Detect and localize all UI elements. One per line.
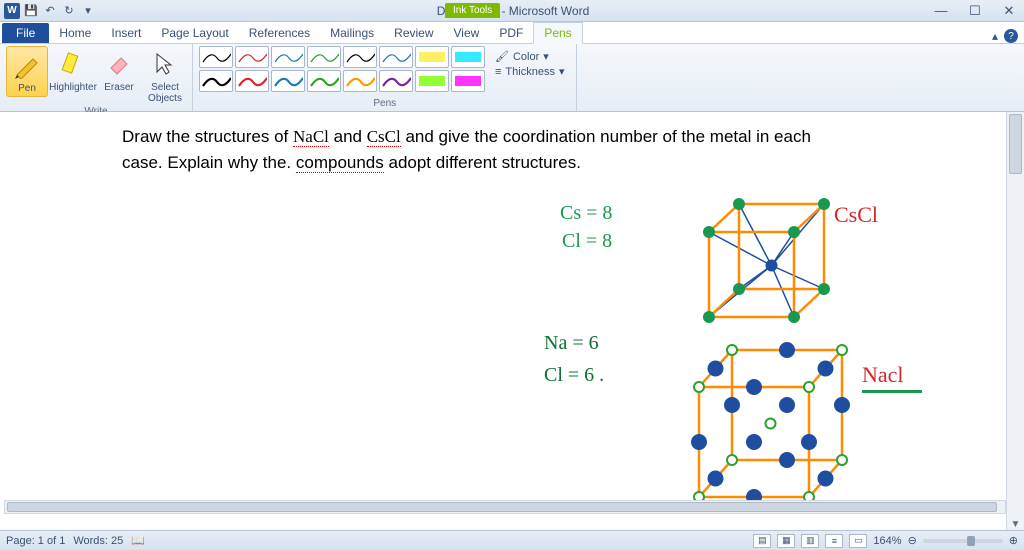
pen-button[interactable]: Pen xyxy=(6,46,48,97)
pen-swatch[interactable] xyxy=(271,70,305,92)
tab-insert[interactable]: Insert xyxy=(101,23,151,43)
hw-na6: Na = 6 xyxy=(544,332,599,355)
pen-swatch[interactable] xyxy=(415,70,449,92)
save-icon[interactable]: 💾 xyxy=(23,3,39,19)
text-compounds: compounds xyxy=(296,153,384,173)
file-tab[interactable]: File xyxy=(2,23,49,43)
tab-page-layout[interactable]: Page Layout xyxy=(151,23,238,43)
window-title: Document2 - Microsoft Word xyxy=(96,4,930,18)
pen-swatch[interactable] xyxy=(307,70,341,92)
tab-home[interactable]: Home xyxy=(49,23,101,43)
hw-cs8: Cs = 8 xyxy=(560,202,612,225)
pen-swatch[interactable] xyxy=(271,46,305,68)
zoom-slider[interactable] xyxy=(923,539,1003,543)
ribbon-group-write: Pen Highlighter Eraser Select Objects Wr… xyxy=(0,44,193,111)
cscl-diagram xyxy=(694,192,844,332)
eraser-icon xyxy=(103,48,135,80)
pen-swatch[interactable] xyxy=(199,46,233,68)
highlighter-icon xyxy=(57,48,89,80)
quick-access-toolbar: W 💾 ↶ ↻ ▾ xyxy=(4,3,96,19)
title-bar: W 💾 ↶ ↻ ▾ Document2 - Microsoft Word Ink… xyxy=(0,0,1024,22)
undo-icon[interactable]: ↶ xyxy=(42,3,58,19)
help-icon[interactable]: ? xyxy=(1004,29,1018,43)
pen-swatch[interactable] xyxy=(451,46,485,68)
pen-swatch[interactable] xyxy=(343,46,377,68)
zoom-thumb[interactable] xyxy=(967,536,975,546)
ribbon-help: ▴ ? xyxy=(992,29,1018,43)
vscroll-thumb[interactable] xyxy=(1009,114,1022,174)
maximize-button[interactable]: ☐ xyxy=(964,3,986,19)
pen-icon xyxy=(11,49,43,81)
zoom-out-button[interactable]: ⊖ xyxy=(908,534,917,547)
ribbon: Pen Highlighter Eraser Select Objects Wr… xyxy=(0,44,1024,112)
hw-nacl-underline xyxy=(862,390,922,393)
pen-swatch-grid xyxy=(199,46,485,92)
view-outline[interactable]: ≡ xyxy=(825,534,843,548)
highlighter-button[interactable]: Highlighter xyxy=(52,46,94,95)
qat-more-icon[interactable]: ▾ xyxy=(80,3,96,19)
window-controls: — ☐ ✕ xyxy=(930,3,1020,19)
ink-tools-contextual-tab: Ink Tools xyxy=(445,3,500,18)
pen-swatch[interactable] xyxy=(415,46,449,68)
pen-swatch[interactable] xyxy=(379,46,413,68)
hw-nacl-label: Nacl xyxy=(862,362,904,388)
pen-swatch[interactable] xyxy=(379,70,413,92)
cursor-icon xyxy=(149,48,181,80)
group-label-pens: Pens xyxy=(199,98,570,111)
document-page[interactable]: Draw the structures of NaCl and CsCl and… xyxy=(4,112,1006,532)
thickness-dropdown[interactable]: ≡Thickness ▾ xyxy=(495,65,564,78)
pen-swatch[interactable] xyxy=(235,46,269,68)
zoom-level[interactable]: 164% xyxy=(873,535,901,547)
minimize-button[interactable]: — xyxy=(930,3,952,19)
tab-review[interactable]: Review xyxy=(384,23,443,43)
redo-icon[interactable]: ↻ xyxy=(61,3,77,19)
hw-cl8: Cl = 8 xyxy=(562,230,612,253)
hscroll-thumb[interactable] xyxy=(7,502,997,512)
pen-swatch[interactable] xyxy=(451,70,485,92)
eraser-button[interactable]: Eraser xyxy=(98,46,140,95)
pen-swatch[interactable] xyxy=(199,70,233,92)
proofing-icon[interactable]: 📖 xyxy=(131,534,145,547)
word-icon: W xyxy=(4,3,20,19)
close-button[interactable]: ✕ xyxy=(998,3,1020,19)
pen-swatch[interactable] xyxy=(343,70,377,92)
minimize-ribbon-icon[interactable]: ▴ xyxy=(992,29,998,43)
hw-cl6: Cl = 6 . xyxy=(544,364,604,387)
horizontal-scrollbar[interactable] xyxy=(4,500,1006,514)
zoom-in-button[interactable]: ⊕ xyxy=(1009,534,1018,547)
tab-pdf[interactable]: PDF xyxy=(489,23,533,43)
paint-icon: 🖌 xyxy=(495,50,509,63)
select-objects-button[interactable]: Select Objects xyxy=(144,46,186,106)
tab-view[interactable]: View xyxy=(444,23,490,43)
status-bar: Page: 1 of 1 Words: 25 📖 ▤ ▦ ▥ ≡ ▭ 164% … xyxy=(0,530,1024,550)
view-full-screen[interactable]: ▦ xyxy=(777,534,795,548)
text-nacl: NaCl xyxy=(293,127,329,147)
status-page[interactable]: Page: 1 of 1 xyxy=(6,535,65,547)
text-cscl: CsCl xyxy=(367,127,401,147)
nacl-diagram xyxy=(684,332,864,522)
lines-icon: ≡ xyxy=(495,66,501,78)
tab-pens[interactable]: Pens xyxy=(533,22,582,44)
pen-swatch[interactable] xyxy=(235,70,269,92)
vertical-scrollbar[interactable]: ▲ ▼ xyxy=(1006,112,1024,532)
pen-options: 🖌Color ▾ ≡Thickness ▾ xyxy=(489,46,570,82)
view-draft[interactable]: ▭ xyxy=(849,534,867,548)
tab-mailings[interactable]: Mailings xyxy=(320,23,384,43)
status-words[interactable]: Words: 25 xyxy=(73,535,123,547)
color-dropdown[interactable]: 🖌Color ▾ xyxy=(495,50,564,63)
pen-swatch[interactable] xyxy=(307,46,341,68)
tab-references[interactable]: References xyxy=(239,23,320,43)
document-text: Draw the structures of NaCl and CsCl and… xyxy=(122,124,811,177)
view-print-layout[interactable]: ▤ xyxy=(753,534,771,548)
ribbon-tabs: File Home Insert Page Layout References … xyxy=(0,22,1024,44)
ribbon-group-pens: 🖌Color ▾ ≡Thickness ▾ Pens xyxy=(193,44,577,111)
document-area: Draw the structures of NaCl and CsCl and… xyxy=(0,112,1024,532)
view-web-layout[interactable]: ▥ xyxy=(801,534,819,548)
